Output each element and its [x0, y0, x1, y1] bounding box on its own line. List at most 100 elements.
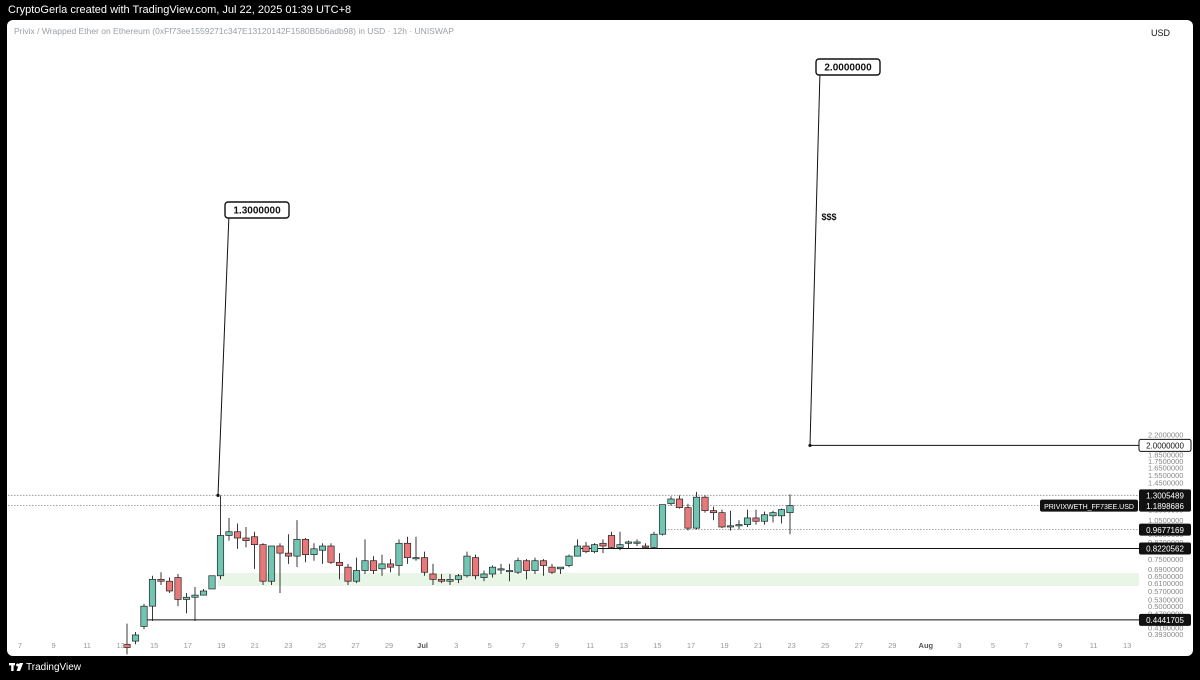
attribution-bar: CryptoGerla created with TradingView.com…	[0, 0, 1200, 20]
candle-body	[335, 561, 344, 566]
candle-body	[140, 605, 148, 627]
x-tick-label: 7	[18, 641, 22, 650]
callout-leader	[217, 213, 230, 496]
candle-body	[726, 525, 735, 528]
candle-body	[624, 541, 633, 544]
x-tick-label: 17	[687, 641, 695, 650]
footer-bar: TradingView	[0, 656, 1200, 680]
candle-body	[641, 545, 650, 548]
x-tick-label: 11	[83, 641, 91, 650]
callout-box	[815, 58, 881, 76]
demand-zone	[218, 573, 1139, 587]
candle-body	[276, 545, 284, 554]
candle-body	[174, 577, 182, 600]
x-tick-label: 23	[787, 641, 795, 650]
brand-name: TradingView	[26, 662, 82, 673]
candle-body	[488, 566, 497, 575]
candle-body	[182, 596, 191, 600]
y-tick-label: 1.7500000	[1148, 457, 1183, 466]
x-tick-label: 5	[488, 641, 492, 650]
candle-body	[616, 544, 624, 548]
y-tick-label: 0.5700000	[1148, 587, 1183, 596]
candle-body	[522, 560, 531, 571]
candle-body	[412, 557, 420, 560]
candle-body	[769, 512, 777, 517]
x-tick-label: 27	[855, 641, 863, 650]
candle-body	[148, 579, 157, 607]
x-tick-label: 13	[620, 641, 628, 650]
candle-body	[429, 573, 437, 580]
y-tick-label: 1.0500000	[1148, 516, 1183, 525]
candle-body	[658, 504, 667, 535]
y-tick-label: 0.3930000	[1148, 630, 1183, 639]
x-tick-label: 13	[116, 641, 124, 650]
price-label-text: 0.9677169	[1146, 526, 1184, 535]
y-tick-label: 1.8500000	[1148, 450, 1183, 459]
candle-body	[573, 545, 582, 557]
candle-body	[199, 590, 208, 596]
candle-body	[123, 643, 131, 648]
candle-body	[590, 544, 599, 553]
candle-body	[395, 542, 403, 566]
x-tick-label: 25	[318, 641, 326, 650]
price-label-box	[1139, 523, 1191, 536]
candle-body	[191, 594, 199, 598]
y-tick-label: 1.5500000	[1148, 471, 1183, 480]
candle-body	[310, 548, 318, 555]
price-label-box	[1139, 499, 1191, 512]
candles-group	[123, 491, 794, 655]
candle-body	[386, 563, 395, 568]
candle-body	[752, 517, 760, 522]
candle-body	[786, 505, 794, 514]
y-tick-label: 1.6500000	[1148, 464, 1183, 473]
x-tick-label: 11	[586, 641, 594, 650]
x-tick-label: 9	[1058, 641, 1062, 650]
candle-body	[582, 545, 590, 553]
x-tick-label: 15	[653, 641, 661, 650]
y-tick-label: 0.5000000	[1148, 602, 1183, 611]
candle-body	[718, 512, 726, 528]
attribution-text: CryptoGerla created with TradingView.com…	[8, 4, 352, 16]
tradingview-logo-icon	[9, 663, 24, 671]
candle-body	[250, 536, 259, 545]
candle-body	[735, 524, 743, 527]
candle-body	[505, 570, 514, 573]
price-label-text: 1.3005489	[1146, 492, 1184, 501]
ticker-label-box	[1040, 499, 1138, 512]
candle-body	[225, 531, 233, 536]
candle-body	[743, 517, 752, 525]
x-tick-label: Aug	[919, 641, 934, 650]
y-tick-label: 0.7500000	[1148, 555, 1183, 564]
price-label-box	[1139, 542, 1191, 555]
candle-body	[454, 575, 463, 580]
currency-label[interactable]: USD	[1151, 28, 1171, 38]
x-tick-label: 27	[351, 641, 359, 650]
candle-body	[420, 557, 429, 573]
y-tick-label: 0.6500000	[1148, 572, 1183, 581]
candle-body	[293, 538, 301, 557]
callout-text: 1.3000000	[233, 206, 281, 217]
x-tick-label: 7	[521, 641, 525, 650]
x-tick-label: 3	[454, 641, 458, 650]
price-label-box	[1138, 438, 1192, 452]
candle-body	[327, 545, 335, 563]
chart-panel[interactable]	[7, 20, 1193, 656]
callout-point	[216, 493, 220, 497]
candle-body	[157, 579, 165, 582]
candle-body	[131, 634, 140, 642]
liquidity-annotation: $$$	[821, 212, 836, 222]
candle-body	[437, 579, 446, 582]
x-tick-label: 5	[991, 641, 995, 650]
x-tick-label: 25	[821, 641, 829, 650]
candle-body	[267, 545, 276, 582]
price-label-text: 0.4441705	[1146, 616, 1184, 625]
candle-body	[548, 566, 556, 573]
candle-body	[760, 514, 769, 522]
candle-body	[675, 498, 684, 508]
candle-body	[692, 496, 701, 529]
price-label-text: 0.8220562	[1146, 545, 1184, 554]
price-label-box	[1139, 613, 1191, 626]
candle-body	[284, 552, 293, 557]
y-tick-label: 1.4500000	[1148, 479, 1183, 488]
